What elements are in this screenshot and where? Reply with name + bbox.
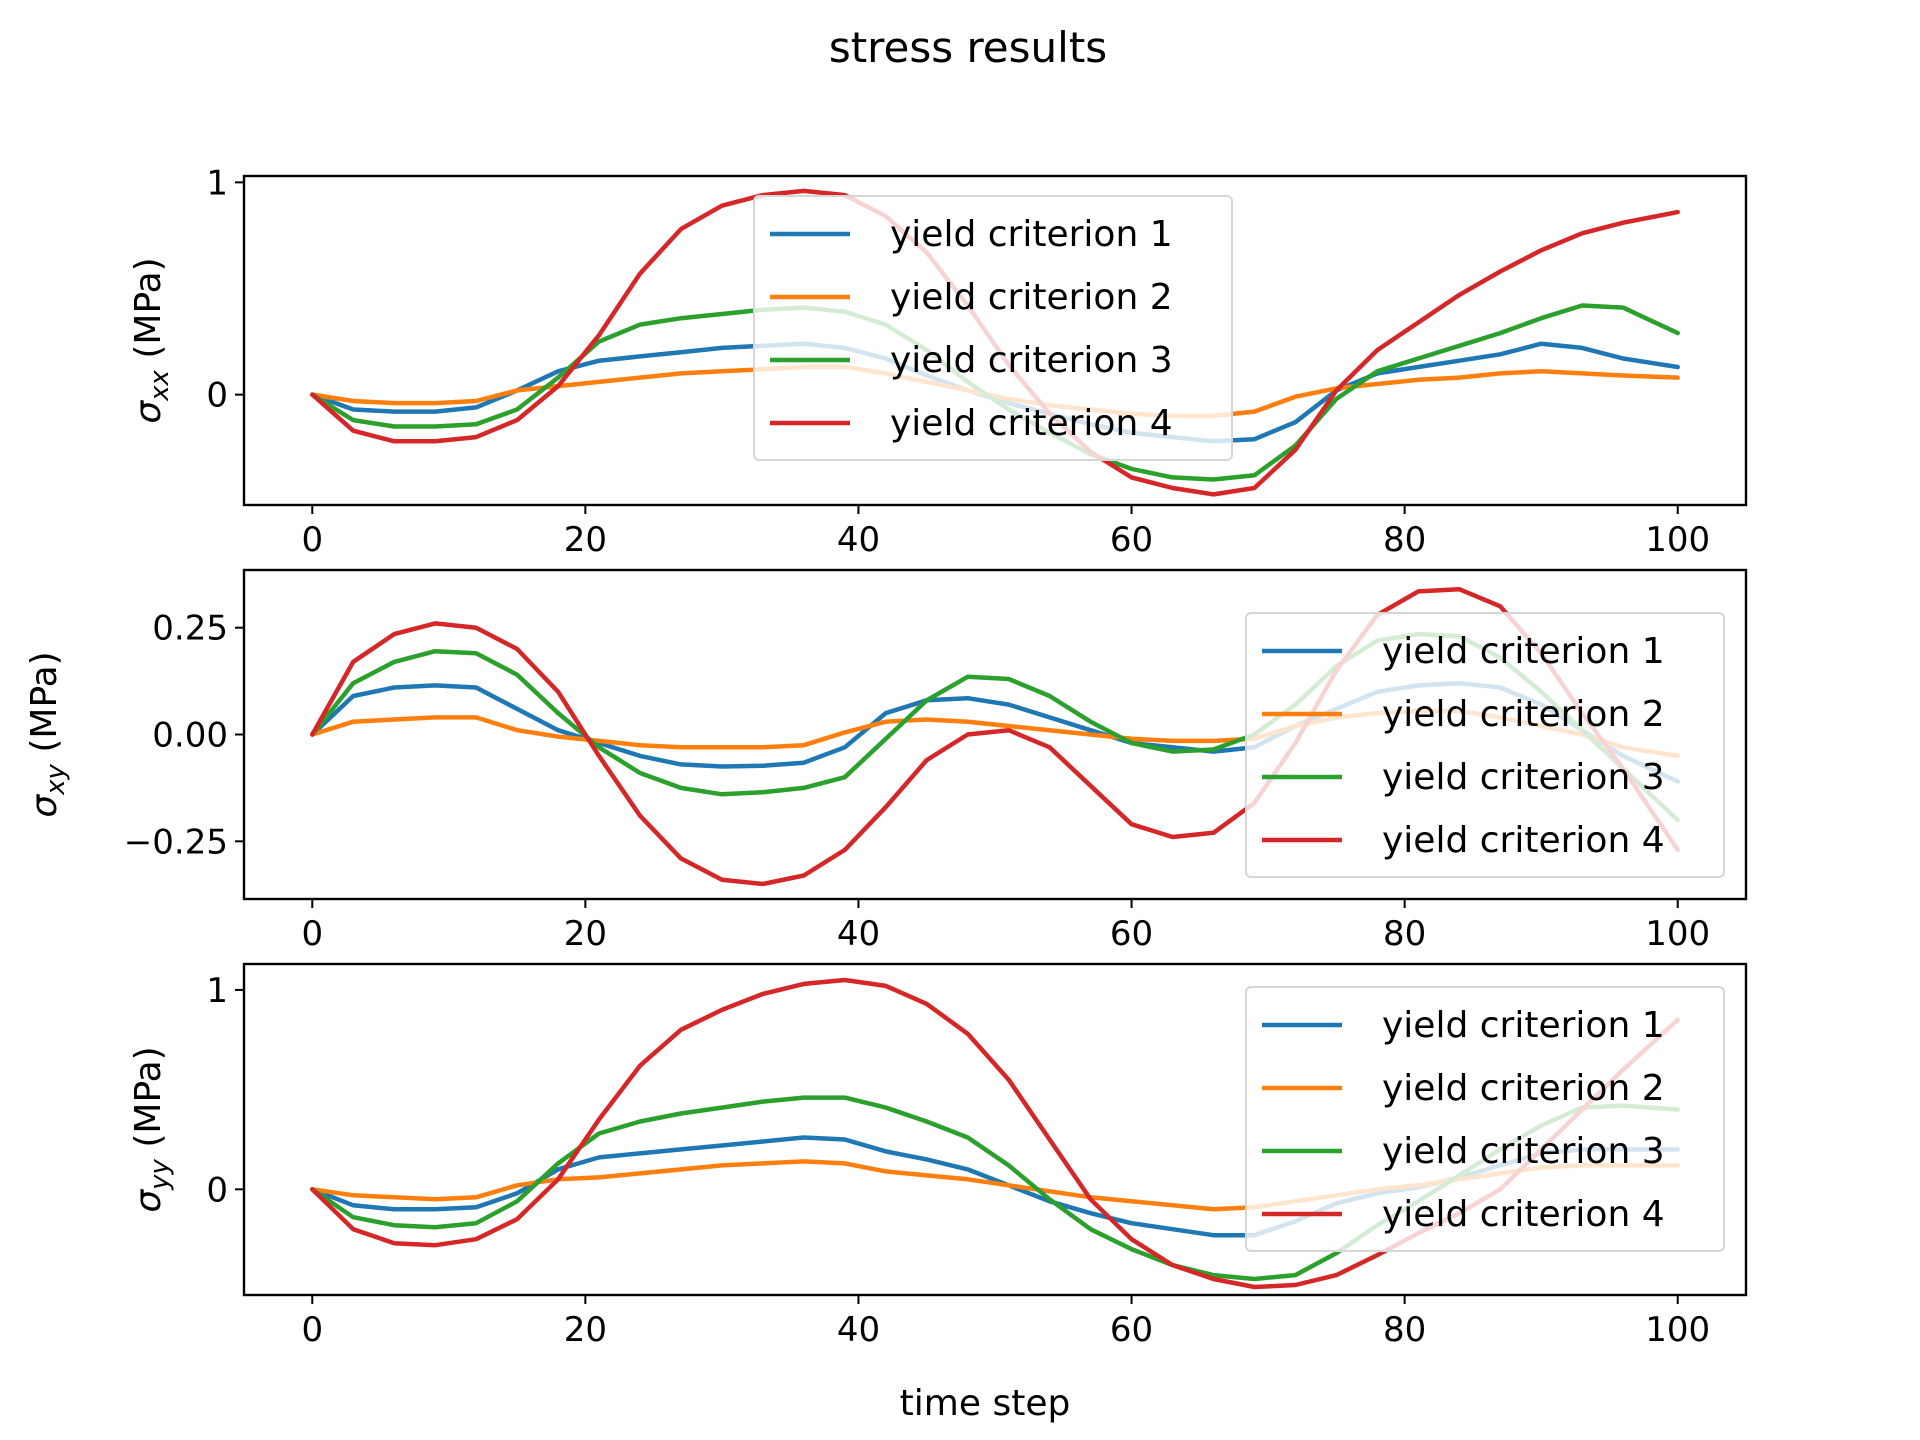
legend-box [1245, 986, 1725, 1252]
x-tick-label: 20 [564, 914, 607, 954]
legend-label: yield criterion 4 [1382, 820, 1665, 861]
x-tick-label: 20 [564, 1310, 607, 1350]
axes-frame [242, 962, 1748, 1297]
x-tick-label: 100 [1645, 520, 1710, 560]
legend-label: yield criterion 4 [890, 403, 1173, 444]
series-line-4 [310, 586, 1680, 887]
x-tick-label: 60 [1110, 520, 1153, 560]
legend-label: yield criterion 4 [1382, 1194, 1665, 1235]
y-tick-label: 0.25 [152, 609, 228, 649]
y-tick-label: 0.00 [152, 716, 228, 756]
legend-label: yield criterion 1 [1382, 631, 1665, 672]
subplot-xx: 0 20 40 60 80 100 0 1 σxx (MPa) yield criterion 1… [128, 163, 1748, 560]
y-axis-label: σxx (MPa) [128, 257, 175, 423]
axes-frame [242, 174, 1748, 507]
y-axis-label: σxy (MPa) [24, 651, 71, 817]
y-tick-label: 0 [206, 376, 228, 416]
legend-label: yield criterion 1 [1382, 1005, 1665, 1046]
x-tick-label: 0 [301, 1310, 323, 1350]
y-tick-label: −0.25 [124, 822, 228, 862]
legend-label: yield criterion 3 [890, 340, 1173, 381]
legend: yield criterion 1 yield criterion 2 yield … [1245, 986, 1725, 1252]
axes-frame [242, 568, 1748, 901]
legend-label: yield criterion 3 [1382, 1131, 1665, 1172]
subplot-xy: 0 20 40 60 80 100 0.25 0.00 −0.25 σxy (MPa) yield … [24, 568, 1748, 954]
legend-label: yield criterion 1 [890, 214, 1173, 255]
legend-label: yield criterion 3 [1382, 757, 1665, 798]
legend-box [1245, 612, 1725, 878]
x-tick-label: 0 [301, 520, 323, 560]
legend: yield criterion 1 yield criterion 2 yield … [753, 195, 1233, 461]
y-tick-label: 1 [206, 971, 228, 1011]
x-tick-label: 100 [1645, 914, 1710, 954]
y-tick-label: 0 [206, 1170, 228, 1210]
x-tick-label: 100 [1645, 1310, 1710, 1350]
figure-title: stress results [829, 23, 1107, 72]
x-tick-label: 40 [837, 914, 880, 954]
legend-box [753, 195, 1233, 461]
x-tick-label: 60 [1110, 1310, 1153, 1350]
legend: yield criterion 1 yield criterion 2 yield … [1245, 612, 1725, 878]
x-tick-label: 80 [1383, 1310, 1426, 1350]
x-axis-label: time step [900, 1383, 1071, 1424]
x-tick-label: 0 [301, 914, 323, 954]
y-tick-label: 1 [206, 163, 228, 203]
x-tick-label: 80 [1383, 914, 1426, 954]
y-axis-label: σyy (MPa) [128, 1046, 175, 1212]
legend-label: yield criterion 2 [1382, 1068, 1665, 1109]
legend-label: yield criterion 2 [890, 277, 1173, 318]
x-tick-label: 40 [837, 1310, 880, 1350]
x-tick-label: 20 [564, 520, 607, 560]
subplot-yy: 0 20 40 60 80 100 0 1 σyy (MPa) yield criterion 1… [128, 962, 1748, 1350]
x-tick-label: 40 [837, 520, 880, 560]
x-tick-label: 80 [1383, 520, 1426, 560]
legend-label: yield criterion 2 [1382, 694, 1665, 735]
x-tick-label: 60 [1110, 914, 1153, 954]
